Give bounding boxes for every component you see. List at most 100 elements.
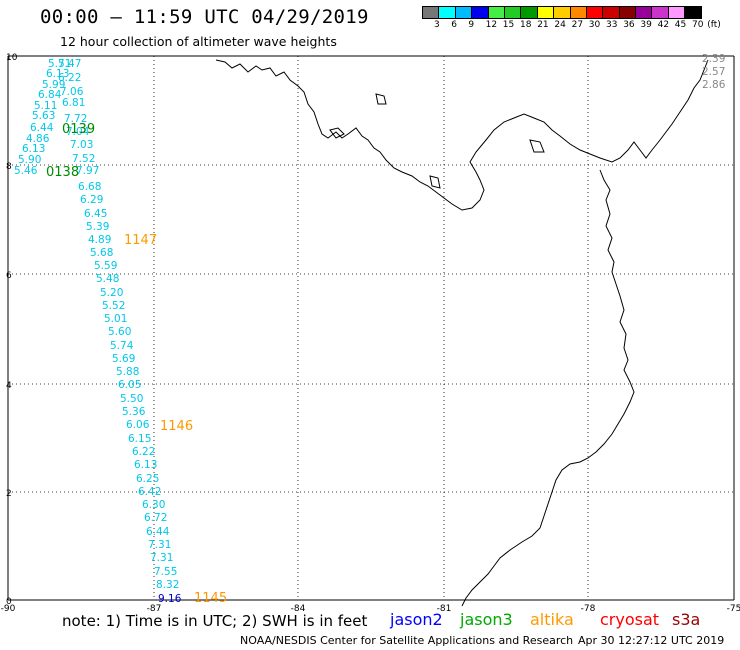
legend-swatch	[651, 6, 669, 19]
swh-value: 6.13	[46, 68, 69, 80]
y-axis-labels: 10 8 6 4 2 0	[6, 53, 18, 607]
page-subtitle: 12 hour collection of altimeter wave hei…	[60, 34, 337, 49]
swh-value: 5.60	[108, 326, 131, 338]
swh-value: 6.81	[62, 97, 85, 109]
swh-value: 6.84	[38, 89, 62, 101]
swh-value: 6.68	[78, 181, 101, 193]
pass-time-label: 1146	[160, 419, 193, 434]
swh-value: 6.05	[118, 379, 141, 391]
swh-value: 5.11	[34, 100, 57, 112]
y-axis-tick-label: 2	[6, 489, 12, 499]
swh-value: 5.63	[32, 110, 55, 122]
swh-value: 6.29	[80, 194, 103, 206]
swh-value: 6.13	[22, 143, 45, 155]
swh-value: 5.01	[104, 313, 127, 325]
swh-value: 5.99	[42, 79, 65, 91]
swh-value: 2.86	[702, 79, 726, 91]
swh-value: 5.88	[116, 366, 139, 378]
legend-tick-label: 33	[606, 20, 618, 30]
pass-time-label: 1145	[194, 591, 227, 606]
swh-value: 6.13	[134, 459, 157, 471]
legend-swatch	[684, 6, 702, 19]
pass-time-label: 1147	[124, 233, 157, 248]
swh-value: 6.06	[126, 419, 150, 431]
swh-value: 4.86	[26, 133, 50, 145]
footnote: note: 1) Time is in UTC; 2) SWH is in fe…	[62, 612, 368, 630]
satellite-legend-s3a: s3a	[672, 610, 701, 629]
legend-tick-label: 27	[571, 20, 584, 30]
legend-tick-label: 3	[434, 20, 440, 30]
legend-tick-label: 18	[520, 20, 532, 30]
legend-swatch	[602, 6, 620, 19]
legend-tick-label: 45	[674, 20, 687, 30]
credit-line: NOAA/NESDIS Center for Satellite Applica…	[240, 634, 574, 647]
swh-value: 2.57	[702, 66, 725, 78]
swh-value: 7.55	[154, 566, 177, 578]
swh-value: 5.20	[100, 287, 123, 299]
swh-value: 2.39	[702, 53, 725, 65]
coastline-island-1	[329, 127, 345, 139]
swh-value: 7.04	[66, 126, 90, 138]
swh-value: 5.48	[96, 273, 119, 285]
legend-swatch	[520, 6, 538, 19]
legend-swatch	[569, 6, 587, 19]
satellite-legend-cryosat: cryosat	[600, 610, 660, 629]
legend-swatch	[536, 6, 555, 19]
legend-tick-label: 42	[657, 20, 670, 30]
legend-tick-label: 9	[468, 20, 475, 30]
legend-tick-label: 15	[502, 20, 515, 30]
swh-value: 6.44	[146, 526, 170, 538]
legend-tick-label: 24	[554, 20, 566, 30]
legend-swatch	[553, 6, 571, 19]
legend-tick-label: 21	[537, 20, 549, 30]
x-axis-tick-label: -81	[437, 604, 452, 614]
legend-swatch	[503, 6, 522, 19]
x-axis-tick-label: -90	[1, 604, 16, 614]
swh-value: 5.46	[14, 165, 38, 177]
swh-labels: 5.517.476.136.225.997.066.846.815.115.63…	[14, 53, 726, 605]
legend-swatch	[635, 6, 653, 19]
y-axis-tick-label: 10	[6, 53, 18, 63]
legend-swatch	[618, 6, 637, 19]
coastline-south-america	[461, 169, 635, 607]
swh-value: 6.30	[142, 499, 165, 511]
x-axis-tick-label: -75	[727, 604, 740, 614]
swh-value: 5.74	[110, 340, 134, 352]
coastline-island-4	[529, 139, 545, 153]
swh-value: 7.52	[72, 153, 95, 165]
swh-value: 6.42	[138, 486, 161, 498]
swh-value: 5.52	[102, 300, 125, 312]
swh-value: 5.36	[122, 406, 146, 418]
swh-value: 7.31	[150, 552, 173, 564]
satellite-legend-jason2: jason2	[390, 610, 443, 629]
legend-swatches	[422, 6, 740, 19]
legend-tick-label: 36	[623, 20, 635, 30]
swh-value: 5.51	[48, 58, 71, 70]
swh-value: 6.72	[144, 512, 167, 524]
swh-value: 7.47	[58, 58, 81, 70]
swh-value: 9.16	[158, 593, 182, 605]
time-labels: 0139 0138 1147 1146 1145	[46, 122, 227, 606]
credit-date: Apr 30 12:27:12 UTC 2019	[578, 634, 725, 647]
swh-value: 7.06	[60, 86, 84, 98]
swh-value: 7.31	[148, 539, 171, 551]
legend-tick-label: 30	[588, 20, 601, 30]
swh-value: 8.32	[156, 579, 179, 591]
legend-tick-label: 39	[640, 20, 652, 30]
legend-swatch	[438, 6, 456, 19]
y-axis-tick-label: 8	[6, 162, 12, 172]
swh-value: 6.22	[132, 446, 155, 458]
coastline-island-2	[375, 93, 387, 105]
y-axis-tick-label: 4	[6, 381, 12, 391]
x-axis-tick-label: -78	[581, 604, 596, 614]
legend-swatch	[422, 6, 440, 19]
x-axis-labels: -90 -87 -84 -81 -78 -75	[1, 604, 740, 614]
satellite-legend-altika: altika	[530, 610, 574, 629]
coastline-island-3	[429, 175, 441, 189]
swh-value: 7.97	[76, 165, 99, 177]
y-axis-tick-label: 0	[6, 597, 12, 607]
page-title: 00:00 – 11:59 UTC 04/29/2019	[40, 6, 369, 28]
pass-time-label: 0139	[62, 122, 95, 137]
legend-swatch	[454, 6, 473, 19]
